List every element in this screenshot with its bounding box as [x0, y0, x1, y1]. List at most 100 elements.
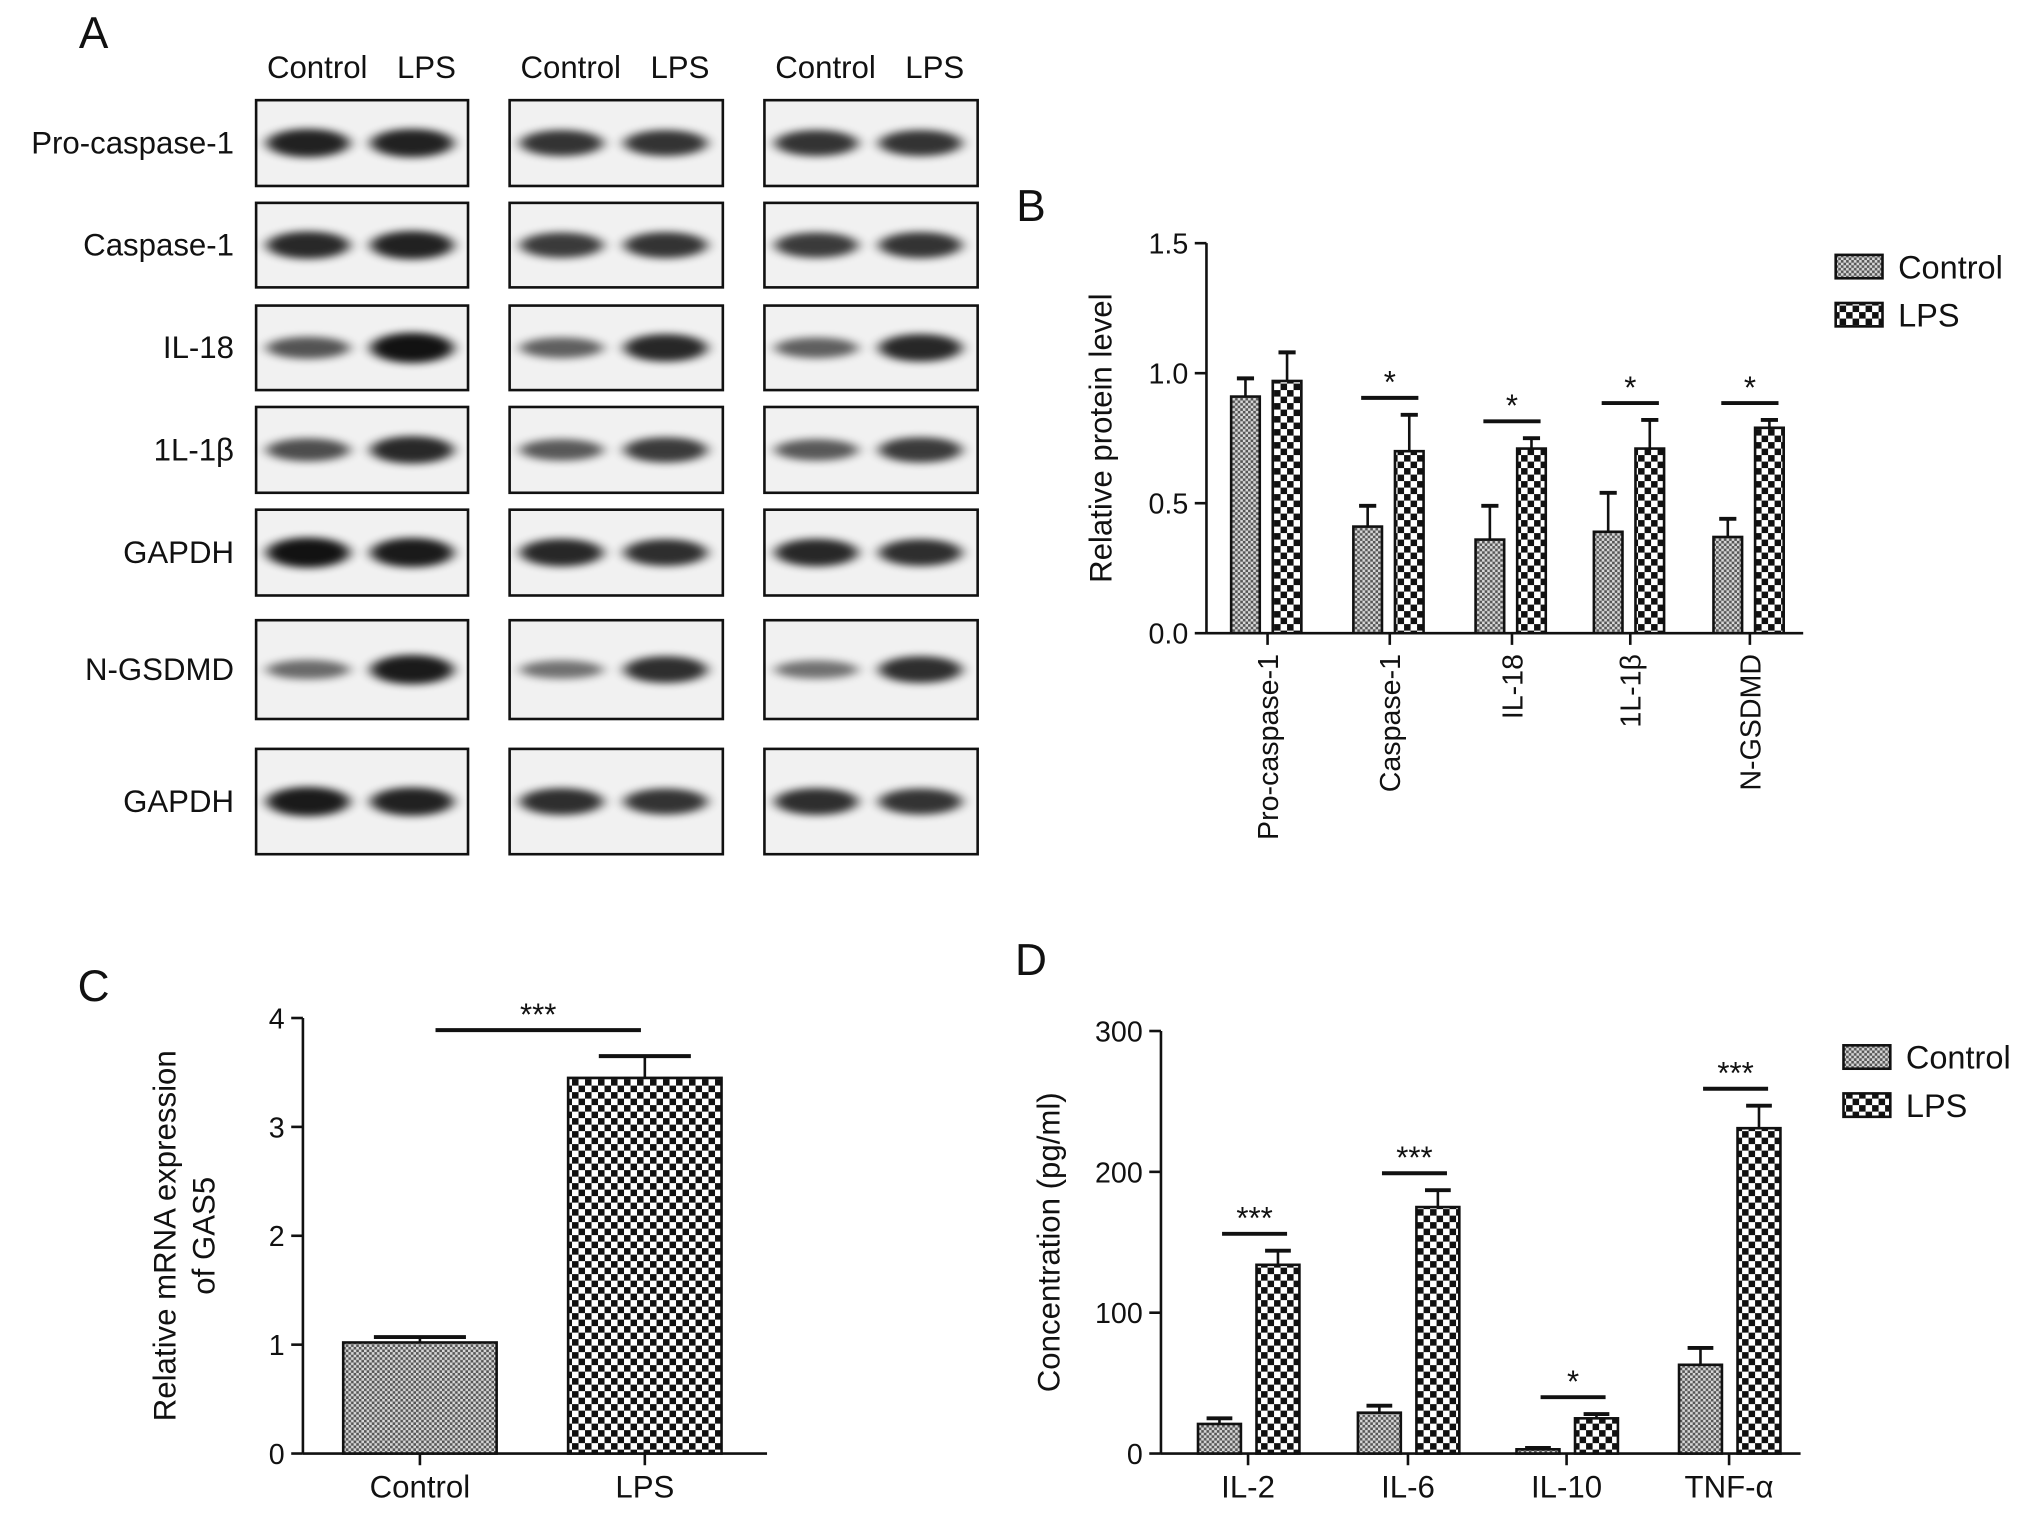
- lane-label: LPS: [650, 50, 709, 85]
- blot-band: [624, 788, 708, 815]
- bar: [1712, 535, 1744, 635]
- significance-label: ***: [1396, 1140, 1432, 1175]
- blot-band: [774, 660, 859, 679]
- blot-band: [624, 129, 708, 157]
- legend-label: LPS: [1898, 297, 1959, 333]
- bar: [1474, 538, 1506, 635]
- bar: [1393, 449, 1425, 635]
- blot-band: [878, 539, 963, 567]
- significance-label: *: [1567, 1364, 1579, 1399]
- bar: [1229, 395, 1262, 635]
- x-tick-label: 1L-1β: [1616, 654, 1648, 728]
- panel-label: B: [1016, 182, 1045, 231]
- blot-band: [774, 788, 859, 816]
- blot-band: [266, 231, 350, 259]
- lane-label: Control: [520, 50, 621, 85]
- panel-label: C: [78, 962, 110, 1011]
- row-label: GAPDH: [123, 784, 234, 819]
- bar: [1677, 1363, 1724, 1455]
- lane-label: LPS: [905, 50, 964, 85]
- blot-band: [624, 539, 708, 567]
- blot-band: [774, 538, 859, 567]
- bar: [1515, 447, 1548, 635]
- blot-band: [370, 787, 454, 816]
- bar: [1356, 1411, 1403, 1455]
- x-tick-label: N-GSDMD: [1735, 654, 1767, 791]
- y-tick-label: 1.5: [1149, 229, 1189, 261]
- blot-band: [520, 337, 604, 359]
- blot-band: [266, 438, 350, 462]
- bar: [1415, 1205, 1461, 1455]
- blot-band: [878, 656, 963, 684]
- x-tick-label: TNF-α: [1685, 1470, 1774, 1505]
- significance-label: *: [1624, 370, 1636, 405]
- blot-band: [878, 437, 963, 463]
- blot-band: [878, 129, 963, 157]
- legend-label: Control: [1906, 1040, 2011, 1076]
- bar: [1196, 1422, 1243, 1455]
- y-axis-label: Relative mRNA expression: [148, 1050, 183, 1421]
- blot-band: [370, 128, 454, 158]
- blot-band: [774, 337, 859, 359]
- x-tick-label: Caspase-1: [1375, 654, 1407, 792]
- row-label: Caspase-1: [83, 228, 234, 263]
- bar: [341, 1341, 498, 1455]
- blot-band: [624, 437, 708, 463]
- y-tick-label: 300: [1095, 1016, 1143, 1048]
- y-tick-label: 0: [1127, 1439, 1143, 1471]
- blot-band: [520, 232, 604, 258]
- bar: [1634, 447, 1666, 635]
- blot-band: [370, 537, 454, 568]
- y-tick-label: 3: [269, 1112, 285, 1144]
- blot-band: [520, 538, 604, 567]
- blot-band: [878, 788, 963, 815]
- x-tick-label: IL-10: [1531, 1470, 1602, 1505]
- blot-band: [878, 232, 963, 259]
- y-tick-label: 1.0: [1149, 359, 1189, 391]
- blot-band: [266, 786, 350, 817]
- significance-label: *: [1506, 388, 1518, 423]
- blot-band: [266, 537, 350, 568]
- significance-label: ***: [1236, 1201, 1272, 1236]
- y-tick-label: 0.0: [1149, 619, 1189, 651]
- bar: [1753, 426, 1785, 635]
- bar: [1515, 1448, 1561, 1455]
- legend-label: LPS: [1906, 1088, 1967, 1124]
- y-tick-label: 2: [269, 1221, 285, 1253]
- blot-band: [266, 128, 350, 158]
- lane-label: LPS: [397, 50, 456, 85]
- panel-label: A: [79, 9, 109, 58]
- x-tick-label: IL-18: [1497, 654, 1529, 719]
- blot-band: [370, 654, 454, 685]
- legend-label: Control: [1898, 249, 2003, 285]
- significance-label: ***: [1717, 1056, 1753, 1091]
- blot-band: [520, 439, 604, 461]
- panel-label: D: [1015, 936, 1047, 985]
- significance-label: *: [1384, 365, 1396, 400]
- y-tick-label: 0.5: [1149, 489, 1189, 521]
- y-axis-label: Concentration (pg/ml): [1032, 1092, 1067, 1392]
- significance-label: *: [1744, 370, 1756, 405]
- x-tick-label: Pro-caspase-1: [1253, 654, 1285, 840]
- x-tick-label: IL-6: [1381, 1470, 1435, 1505]
- blot-band: [774, 129, 859, 157]
- x-tick-label: Control: [370, 1470, 471, 1505]
- y-axis-label: of GAS5: [187, 1177, 222, 1295]
- y-tick-label: 4: [269, 1003, 285, 1035]
- legend-swatch: [1842, 1044, 1892, 1071]
- lane-label: Control: [775, 50, 876, 85]
- y-tick-label: 0: [269, 1439, 285, 1471]
- legend-swatch: [1834, 253, 1884, 280]
- blot-band: [370, 436, 454, 464]
- lane-label: Control: [267, 50, 368, 85]
- blot-band: [878, 333, 963, 362]
- y-tick-label: 100: [1095, 1298, 1143, 1330]
- row-label: IL-18: [163, 330, 234, 365]
- y-axis-label: Relative protein level: [1084, 293, 1119, 583]
- bar: [1271, 379, 1303, 635]
- blot-band: [520, 660, 604, 679]
- y-tick-label: 1: [269, 1330, 285, 1362]
- bar: [1592, 530, 1624, 635]
